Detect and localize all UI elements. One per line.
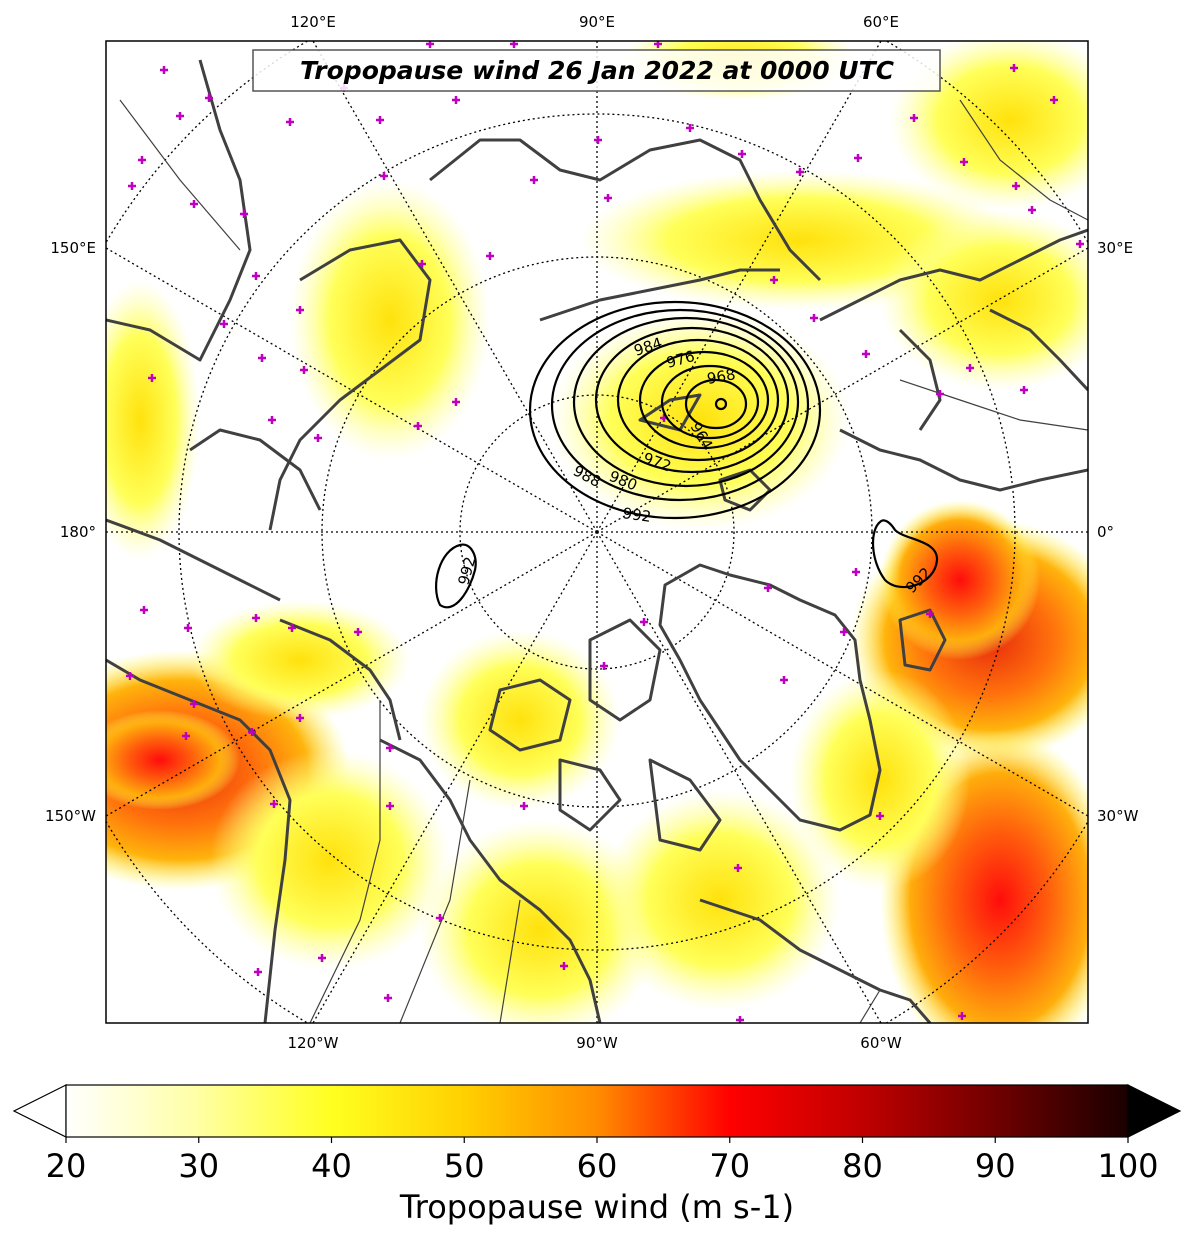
colorbar-body	[65, 1084, 1129, 1138]
map-title: Tropopause wind 26 Jan 2022 at 0000 UTC	[300, 56, 895, 85]
colorbar-tick-label: 80	[842, 1147, 883, 1185]
lon-label-top: 90°E	[579, 13, 615, 31]
colorbar-tick-label: 60	[577, 1147, 618, 1185]
colorbar-tick-labels: 20 30 40 50 60 70 80 90 100	[46, 1147, 1159, 1185]
colorbar-label: Tropopause wind (m s-1)	[399, 1188, 794, 1226]
colorbar-tick-label: 20	[46, 1147, 87, 1185]
coastlines	[106, 59, 1088, 1023]
title-box	[252, 49, 941, 92]
lon-label-bottom: 120°W	[288, 1034, 339, 1052]
lon-label-right: 30°E	[1097, 239, 1133, 257]
lon-label-top: 120°E	[290, 13, 336, 31]
pressure-contours	[435, 300, 939, 609]
colorbar: 20 30 40 50 60 70 80 90 100 Tropopause wind (m s…	[12, 1084, 1182, 1226]
graticule	[106, 41, 1088, 1023]
colorbar-tick-label: 30	[178, 1147, 219, 1185]
contour-label: 992	[621, 504, 652, 526]
contour-label: 968	[706, 365, 737, 388]
lon-label-right: 0°	[1097, 523, 1114, 541]
colorbar-tick-label: 100	[1097, 1147, 1158, 1185]
colorbar-tick-label: 90	[975, 1147, 1016, 1185]
map-panel: 984 976 968 964 972 980 988 992 992 992	[106, 41, 1088, 1023]
station-markers	[126, 41, 1084, 1023]
lon-label-left: 180°	[60, 523, 96, 541]
colorbar-tick-label: 40	[311, 1147, 352, 1185]
colorbar-extend-min	[12, 1084, 67, 1138]
lon-label-bottom: 90°W	[576, 1034, 618, 1052]
longitude-labels: 120°E 90°E 60°E 120°W 90°W 60°W 150°E 18…	[45, 13, 1139, 1052]
lon-label-left: 150°E	[50, 239, 96, 257]
colorbar-tick-label: 50	[444, 1147, 485, 1185]
lon-label-left: 150°W	[45, 807, 96, 825]
colorbar-extend-max	[1127, 1084, 1182, 1138]
map-border	[105, 40, 1089, 1024]
borders	[119, 99, 1088, 1023]
lon-label-bottom: 60°W	[860, 1034, 902, 1052]
lon-label-top: 60°E	[863, 13, 899, 31]
colorbar-ticks	[65, 1137, 1129, 1143]
colorbar-tick-label: 70	[709, 1147, 750, 1185]
lon-label-right: 30°W	[1097, 807, 1139, 825]
